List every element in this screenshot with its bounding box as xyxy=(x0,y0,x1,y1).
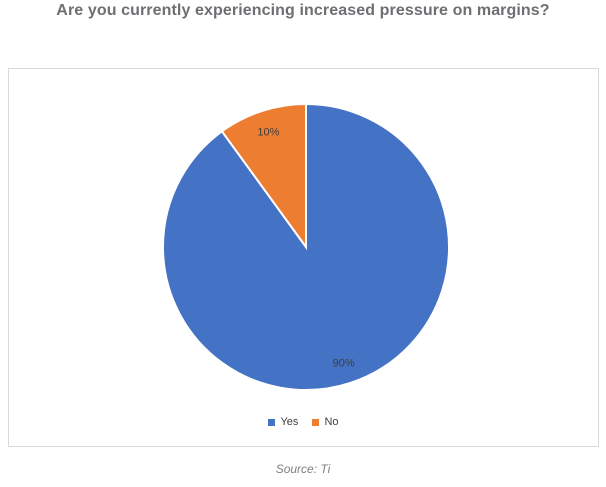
data-label-yes: 90% xyxy=(333,358,355,370)
legend-item-no: No xyxy=(312,416,339,428)
legend-label-no: No xyxy=(324,416,339,428)
chart-area: 90% 10% Yes No xyxy=(8,68,599,447)
legend-item-yes: Yes xyxy=(268,416,298,428)
pie-slice-no xyxy=(220,102,307,251)
data-label-no: 10% xyxy=(257,126,279,138)
legend: Yes No xyxy=(9,416,598,428)
legend-swatch-no xyxy=(312,418,320,426)
legend-swatch-yes xyxy=(268,418,276,426)
chart-title: Are you currently experiencing increased… xyxy=(56,2,550,19)
legend-label-yes: Yes xyxy=(280,416,299,428)
source-note: Source: Ti xyxy=(275,462,331,476)
pie-chart: 90% 10% xyxy=(162,102,450,391)
